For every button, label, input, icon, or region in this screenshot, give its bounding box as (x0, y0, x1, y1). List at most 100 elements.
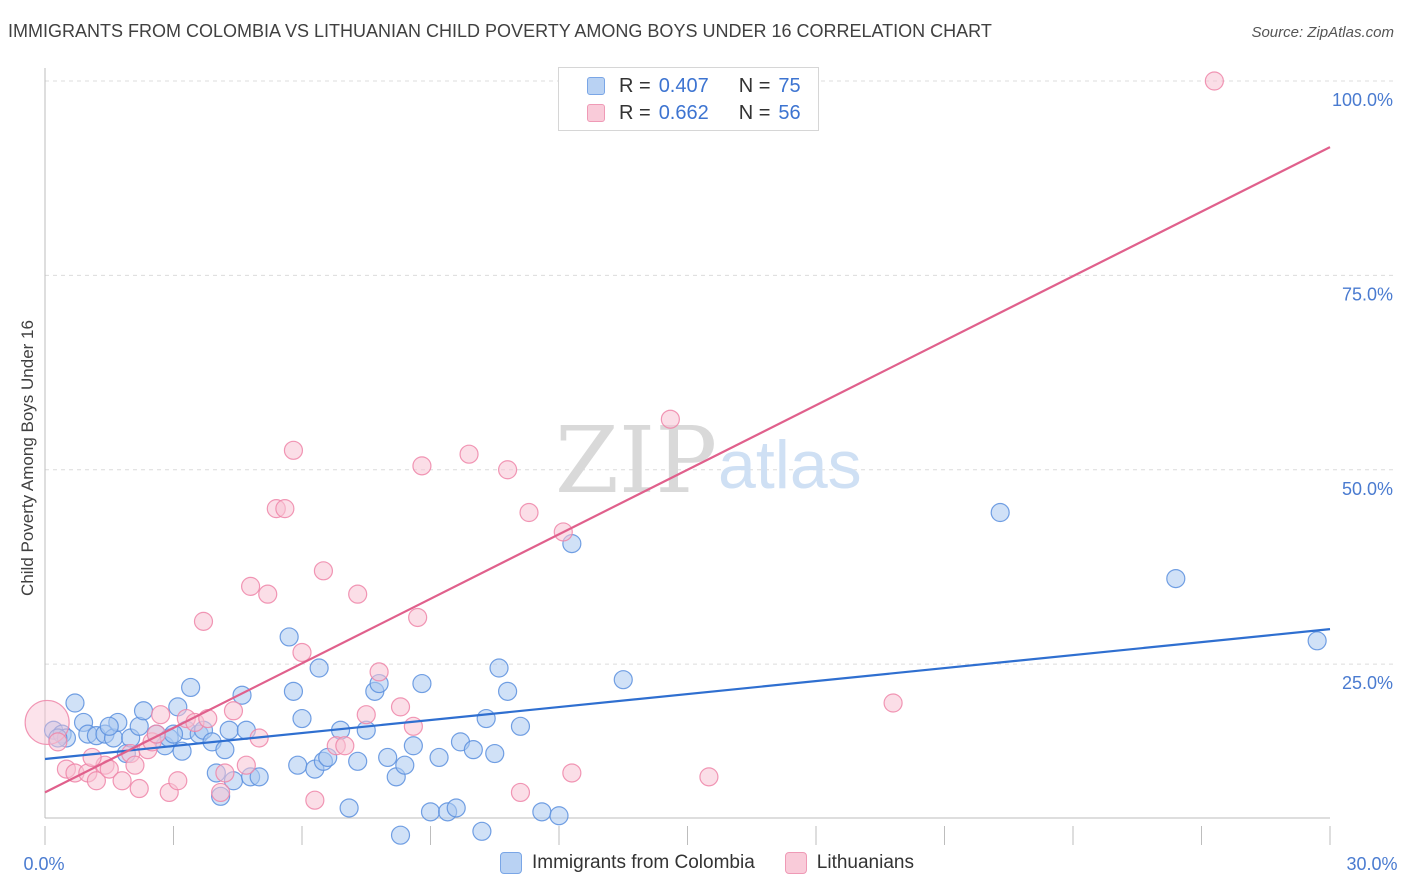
colombia-point (412, 673, 432, 694)
lithuanians-point (519, 502, 539, 523)
colombia-point (279, 627, 299, 647)
chart-title: IMMIGRANTS FROM COLOMBIA VS LITHUANIAN C… (8, 21, 992, 41)
lithuanians-point (82, 747, 102, 768)
lithuanians-trend-line (44, 146, 1331, 794)
lithuanians-point (125, 755, 145, 775)
lithuanians-point (408, 607, 428, 628)
x-tick-label-min: 0.0% (23, 854, 64, 874)
colombia-point (1307, 631, 1327, 651)
legend-swatch-colombia (500, 852, 522, 874)
legend-swatch-colombia (587, 77, 605, 95)
legend-item-colombia: Immigrants from Colombia (500, 852, 755, 874)
y-tick-label-25: 25.0% (1342, 673, 1393, 693)
colombia-point (613, 670, 633, 690)
watermark-atlas: atlas (718, 427, 862, 503)
legend-item-lithuanians: Lithuanians (784, 852, 914, 874)
lithuanians-point (198, 708, 218, 729)
lithuanians-point (1204, 71, 1224, 91)
y-tick-label-50: 50.0% (1342, 479, 1393, 499)
legend-swatch-lithuanians (784, 852, 807, 874)
lithuanians-point (498, 460, 518, 480)
series-legend: Immigrants from Colombia Lithuanians (500, 852, 944, 874)
colombia-point (429, 747, 449, 768)
colombia-point (510, 716, 531, 736)
colombia-point (219, 720, 239, 740)
colombia-point (99, 716, 119, 736)
colombia-point (463, 740, 483, 760)
x-tick-label-max: 30.0% (1346, 854, 1397, 874)
colombia-point (485, 743, 505, 764)
lithuanians-point (369, 662, 389, 682)
colombia-point (990, 502, 1010, 523)
lithuanians-point (86, 771, 107, 791)
colombia-point (65, 693, 85, 713)
legend-n-label: N = (738, 74, 771, 97)
legend-n-value: 75 (778, 74, 801, 97)
lithuanians-point (211, 782, 231, 803)
lithuanians-point (292, 642, 312, 663)
watermark-zip: ZIP (555, 407, 717, 514)
series-lithuanians-points (24, 71, 1224, 810)
lithuanians-point (305, 790, 325, 810)
lithuanians-point (223, 701, 244, 721)
lithuanians-point (275, 499, 295, 519)
lithuanians-point (335, 736, 355, 756)
colombia-point (309, 658, 329, 678)
source-label: Source: ZipAtlas.com (1251, 24, 1394, 41)
colombia-point (215, 740, 235, 760)
legend-swatch-lithuanians (587, 104, 605, 122)
colombia-point (181, 677, 201, 698)
lithuanians-point (241, 576, 261, 596)
grid-lines (45, 80, 1395, 665)
lithuanians-point (236, 755, 256, 775)
colombia-point (420, 802, 441, 822)
legend-r-label: R = (619, 101, 651, 124)
colombia-point (339, 798, 359, 818)
colombia-point (378, 747, 398, 768)
legend-r-value: 0.407 (658, 74, 709, 97)
legend-r-label: R = (619, 74, 651, 97)
colombia-point (472, 821, 492, 841)
colombia-point (390, 825, 411, 845)
legend-row-colombia: R = 0.407 N = 75 (587, 73, 801, 99)
legend-row-lithuanians: R = 0.662 N = 56 (587, 100, 801, 126)
x-ticks (44, 826, 1331, 845)
lithuanians-point (215, 763, 235, 783)
legend-r-value: 0.662 (658, 101, 709, 124)
lithuanians-point (129, 778, 149, 799)
lithuanians-point (390, 697, 411, 717)
lithuanians-point (112, 771, 132, 791)
y-tick-labels: 25.0% 50.0% 75.0% 100.0% (1332, 90, 1393, 693)
trend-lines (44, 146, 1331, 794)
series-colombia-points (43, 502, 1327, 845)
colombia-point (446, 798, 466, 818)
lithuanians-point (168, 771, 188, 791)
colombia-point (476, 708, 496, 729)
legend-n-value: 56 (778, 101, 801, 124)
colombia-point (498, 681, 518, 701)
colombia-point (172, 741, 192, 761)
colombia-trend-line (44, 628, 1331, 761)
lithuanians-point (48, 732, 68, 752)
colombia-point (489, 658, 509, 678)
lithuanians-point (562, 763, 582, 783)
lithuanians-point (883, 693, 903, 713)
lithuanians-point (412, 456, 432, 476)
lithuanians-point (193, 611, 214, 631)
y-tick-label-75: 75.0% (1342, 284, 1393, 304)
correlation-legend: R = 0.407 N = 75 R = 0.662 N = 56 (558, 67, 819, 131)
lithuanians-point (348, 584, 368, 604)
colombia-point (283, 681, 304, 701)
lithuanians-point (510, 782, 531, 803)
lithuanians-point (459, 444, 479, 464)
lithuanians-point (699, 767, 719, 787)
colombia-point (395, 755, 415, 775)
colombia-point (292, 708, 312, 729)
lithuanians-point (258, 584, 278, 604)
colombia-point (532, 802, 552, 822)
colombia-point (549, 806, 569, 826)
axes (44, 68, 1330, 819)
lithuanians-point (151, 705, 171, 725)
lithuanians-point (313, 561, 334, 581)
